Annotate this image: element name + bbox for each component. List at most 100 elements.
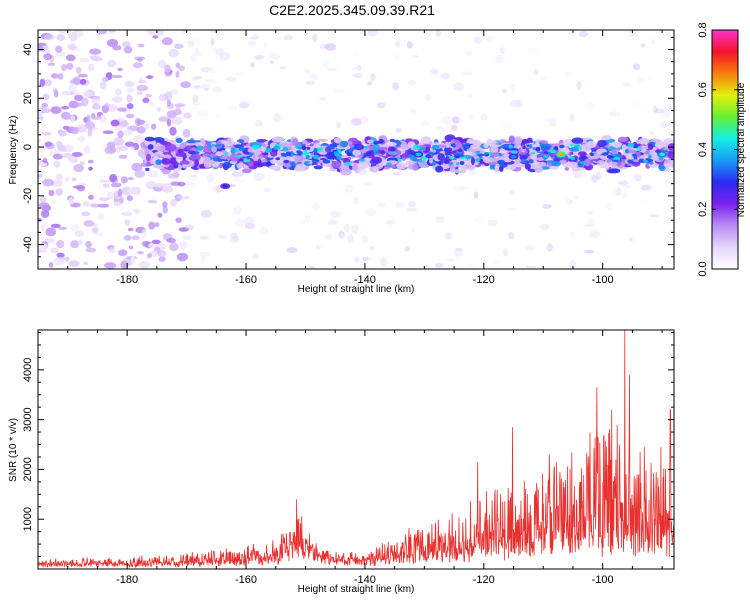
- heatmap-cell: [352, 73, 363, 78]
- heatmap-cell: [50, 179, 63, 188]
- heatmap-cell: [42, 157, 48, 164]
- heatmap-cell: [370, 73, 376, 82]
- heatmap-cell: [61, 105, 70, 110]
- heatmap-cell: [351, 224, 359, 234]
- heatmap-cell: [425, 94, 431, 102]
- heatmap-cell: [406, 207, 418, 212]
- heatmap-cell: [60, 111, 71, 120]
- heatmap-cell: [395, 200, 405, 209]
- heatmap-cell: [352, 66, 357, 71]
- heatmap-cell: [71, 152, 83, 157]
- heatmap-cell: [253, 172, 265, 182]
- snr-series-line: [38, 330, 674, 569]
- heatmap-cell: [39, 196, 47, 203]
- heatmap-cell: [407, 80, 417, 86]
- heatmap-cell: [43, 79, 52, 87]
- heatmap-cell: [82, 201, 90, 207]
- heatmap-band-cell: [147, 144, 154, 150]
- heatmap-bright-cell: [475, 158, 481, 162]
- heatmap-cell: [546, 243, 553, 252]
- heatmap-cell: [326, 67, 338, 72]
- heatmap-cell: [118, 249, 128, 257]
- heatmap-cell: [641, 43, 646, 48]
- heatmap-cell: [467, 92, 473, 99]
- heatmap-cell: [182, 128, 191, 138]
- heatmap-cell: [109, 174, 118, 183]
- heatmap-band-cell: [339, 140, 349, 148]
- colorbar-tick-label: 0.2: [697, 202, 709, 217]
- heatmap-cell: [549, 118, 557, 128]
- heatmap-cell: [58, 30, 69, 34]
- heatmap-cell: [207, 174, 215, 184]
- colorbar-tick-label: 0.6: [697, 82, 709, 97]
- heatmap-cell: [487, 219, 498, 226]
- heatmap-cell: [162, 183, 172, 188]
- heatmap-band-cell: [222, 161, 232, 169]
- heatmap-cell: [468, 263, 474, 269]
- heatmap-bright-cell: [316, 147, 323, 152]
- heatmap-cell: [58, 130, 67, 137]
- heatmap-cell: [97, 212, 104, 221]
- heatmap-band-cell: [269, 165, 279, 170]
- heatmap-cell: [211, 30, 219, 33]
- heatmap-cell: [64, 176, 70, 182]
- heatmap-band-cell: [488, 162, 496, 166]
- heatmap-cell: [622, 184, 631, 189]
- heatmap-cell: [367, 30, 378, 37]
- heatmap-bright-cell: [530, 152, 536, 155]
- heatmap-bright-cell: [456, 162, 460, 166]
- heatmap-cell: [113, 201, 122, 207]
- heatmap-cell: [88, 63, 95, 72]
- heatmap-cell: [136, 84, 149, 92]
- heatmap-band-cell: [418, 162, 430, 168]
- heatmap-band-cell: [425, 146, 431, 153]
- y-tick-label: 2000: [22, 457, 34, 481]
- heatmap-bright-cell: [459, 156, 467, 159]
- heatmap-cell: [117, 107, 127, 112]
- heatmap-bright-cell: [602, 152, 609, 156]
- heatmap-band-cell: [584, 158, 591, 167]
- heatmap-cell: [356, 64, 362, 71]
- heatmap-cell: [533, 68, 539, 76]
- heatmap-cell: [53, 153, 63, 160]
- heatmap-cell: [188, 173, 198, 181]
- snr-x-axis-label: Height of straight line (km): [298, 584, 415, 595]
- heatmap-cell: [131, 235, 140, 240]
- heatmap-cell: [212, 86, 222, 93]
- heatmap-band-cell: [215, 151, 224, 157]
- heatmap-cell: [233, 206, 241, 215]
- heatmap-cell: [108, 30, 116, 33]
- heatmap-cell: [249, 36, 260, 40]
- heatmap-cell: [190, 54, 197, 62]
- heatmap-cell: [38, 144, 47, 152]
- y-tick-label: -40: [22, 237, 34, 253]
- heatmap-band-cell: [437, 153, 446, 161]
- heatmap-cell: [91, 96, 101, 105]
- heatmap-cell: [134, 56, 146, 61]
- heatmap-bright-cell: [590, 152, 594, 157]
- heatmap-cell: [235, 179, 247, 183]
- spectrogram-y-axis-label: Frequency (Hz): [8, 116, 19, 185]
- heatmap-cell: [92, 232, 104, 236]
- heatmap-cell: [110, 182, 122, 188]
- heatmap-band-cell: [208, 159, 215, 164]
- heatmap-cell: [192, 101, 201, 106]
- heatmap-band-cell: [184, 145, 192, 151]
- heatmap-cell: [404, 246, 411, 252]
- heatmap-cell: [83, 116, 88, 123]
- heatmap-cell: [364, 208, 377, 217]
- heatmap-cell: [168, 48, 179, 58]
- heatmap-cell: [169, 199, 177, 207]
- heatmap-cell: [146, 75, 154, 79]
- heatmap-cell: [81, 91, 92, 98]
- heatmap-cell: [435, 216, 445, 224]
- heatmap-cell: [323, 60, 330, 67]
- heatmap-cell: [508, 190, 515, 195]
- heatmap-band-cell: [221, 154, 229, 160]
- heatmap-cell: [652, 105, 658, 114]
- heatmap-cell: [181, 30, 187, 33]
- heatmap-band-cell: [175, 156, 184, 163]
- heatmap-cell: [632, 63, 641, 71]
- heatmap-cell: [45, 227, 57, 237]
- heatmap-cell: [586, 211, 594, 215]
